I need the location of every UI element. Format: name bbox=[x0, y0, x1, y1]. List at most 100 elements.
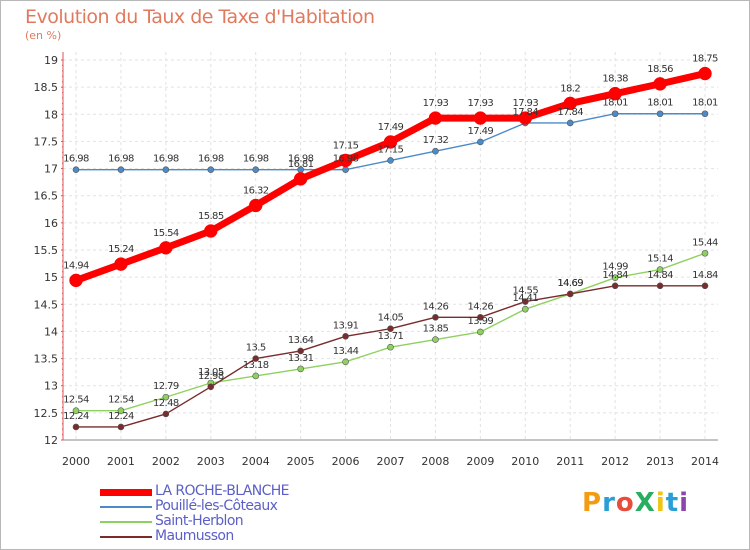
data-point bbox=[338, 153, 353, 168]
legend-label: Pouillé-les-Côteaux bbox=[155, 498, 278, 514]
data-label: 12.54 bbox=[108, 395, 134, 406]
x-tick-label: 2001 bbox=[107, 455, 135, 468]
x-tick-label: 2010 bbox=[511, 455, 539, 468]
data-point bbox=[432, 336, 439, 343]
data-label: 16.98 bbox=[333, 154, 359, 165]
data-point bbox=[204, 224, 218, 238]
data-point bbox=[611, 110, 619, 118]
data-point bbox=[701, 110, 709, 118]
legend-swatch bbox=[100, 489, 152, 496]
data-label: 18.2 bbox=[560, 83, 580, 94]
x-tick-label: 2012 bbox=[601, 455, 629, 468]
data-point bbox=[653, 77, 667, 91]
data-label: 12.54 bbox=[63, 395, 89, 406]
legend-item: Maumusson bbox=[100, 528, 420, 545]
data-point bbox=[611, 274, 619, 281]
data-label: 14.84 bbox=[692, 270, 718, 281]
data-label: 16.98 bbox=[108, 154, 134, 165]
y-tick-label: 17 bbox=[44, 163, 58, 176]
y-tick-label: 16.5 bbox=[34, 190, 59, 203]
data-label: 12.24 bbox=[63, 411, 89, 422]
data-label: 16.98 bbox=[63, 154, 89, 165]
logo-letter: t bbox=[665, 488, 680, 518]
y-tick-label: 13 bbox=[44, 380, 58, 393]
data-label: 18.38 bbox=[602, 74, 628, 85]
data-label: 14.26 bbox=[468, 301, 494, 312]
data-label: 13.64 bbox=[288, 335, 314, 346]
data-point bbox=[162, 166, 170, 173]
x-tick-label: 2005 bbox=[287, 455, 315, 468]
data-point bbox=[518, 111, 533, 125]
data-point bbox=[69, 273, 83, 288]
data-label: 17.93 bbox=[468, 98, 494, 109]
data-point bbox=[608, 86, 622, 101]
data-label: 17.84 bbox=[512, 107, 538, 118]
legend-label: Maumusson bbox=[155, 528, 234, 544]
data-point bbox=[566, 119, 574, 127]
data-point bbox=[72, 407, 80, 414]
logo-letter: o bbox=[615, 488, 635, 518]
legend-label: Saint-Herblon bbox=[155, 513, 244, 529]
data-point bbox=[701, 249, 709, 257]
data-label: 13.44 bbox=[333, 346, 359, 357]
x-tick-label: 2009 bbox=[466, 455, 494, 468]
y-tick-label: 19 bbox=[44, 54, 58, 67]
data-label: 14.99 bbox=[602, 262, 628, 273]
legend-swatch bbox=[100, 521, 152, 523]
data-label: 16.98 bbox=[243, 154, 269, 165]
data-point bbox=[162, 410, 170, 418]
data-point bbox=[252, 166, 260, 173]
data-label: 16.98 bbox=[288, 154, 314, 165]
data-point bbox=[72, 166, 80, 173]
data-point bbox=[473, 111, 488, 125]
y-tick-label: 15 bbox=[44, 271, 58, 284]
logo-letter: P bbox=[582, 488, 603, 518]
x-tick-label: 2002 bbox=[152, 455, 180, 468]
x-tick-label: 2008 bbox=[421, 455, 449, 468]
data-label: 17.32 bbox=[423, 135, 449, 146]
data-point bbox=[477, 314, 484, 321]
proxiti-logo: ProXiti bbox=[582, 488, 689, 518]
data-label: 14.69 bbox=[557, 278, 583, 289]
data-point bbox=[342, 166, 349, 173]
data-label: 15.54 bbox=[153, 228, 179, 239]
data-point bbox=[477, 328, 484, 336]
data-point bbox=[114, 257, 128, 271]
data-label: 17.84 bbox=[557, 107, 583, 118]
data-label: 12.79 bbox=[153, 381, 179, 392]
data-label: 13.18 bbox=[243, 360, 269, 371]
x-tick-label: 2000 bbox=[62, 455, 90, 468]
data-point bbox=[387, 343, 394, 351]
data-point bbox=[521, 298, 529, 305]
data-point bbox=[252, 372, 260, 380]
data-point bbox=[701, 282, 709, 290]
y-tick-label: 12 bbox=[44, 434, 58, 447]
data-point bbox=[252, 355, 260, 362]
y-tick-label: 18 bbox=[44, 108, 58, 121]
data-label: 14.55 bbox=[512, 286, 538, 297]
data-label: 12.98 bbox=[198, 371, 224, 382]
legend-item: Saint-Herblon bbox=[100, 513, 420, 530]
data-point bbox=[477, 138, 484, 146]
data-label: 18.01 bbox=[692, 98, 718, 109]
data-label: 16.81 bbox=[288, 159, 314, 170]
data-label: 15.14 bbox=[647, 254, 673, 265]
data-label: 12.48 bbox=[153, 398, 179, 409]
x-tick-label: 2004 bbox=[242, 455, 270, 468]
x-tick-label: 2006 bbox=[332, 455, 360, 468]
data-point bbox=[207, 166, 215, 173]
data-label: 13.31 bbox=[288, 353, 314, 364]
chart-title: Evolution du Taux de Taxe d'Habitation bbox=[25, 6, 375, 28]
data-label: 14.69 bbox=[557, 278, 583, 289]
data-label: 17.15 bbox=[333, 140, 359, 151]
data-label: 14.84 bbox=[647, 270, 673, 281]
data-point bbox=[72, 423, 80, 431]
y-tick-label: 12.5 bbox=[34, 407, 59, 420]
data-label: 15.44 bbox=[692, 237, 718, 248]
data-point bbox=[342, 358, 349, 366]
data-point bbox=[611, 282, 619, 290]
data-point bbox=[297, 365, 304, 373]
data-point bbox=[387, 157, 394, 164]
data-label: 14.05 bbox=[378, 313, 404, 324]
data-point bbox=[428, 111, 443, 125]
